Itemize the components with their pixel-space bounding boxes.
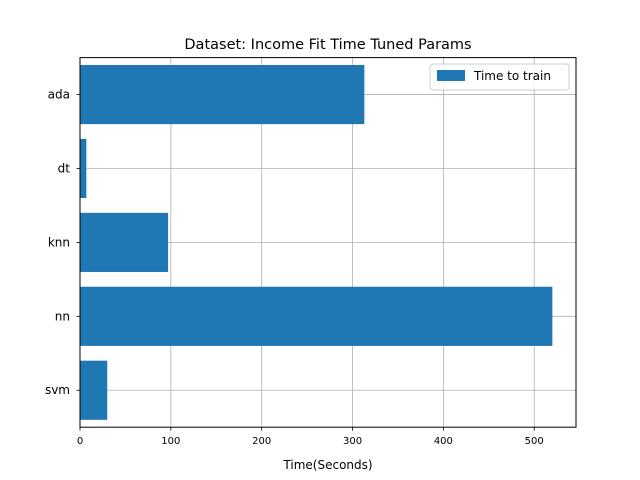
x-tick-label: 0	[77, 436, 83, 447]
plot-area-frame	[79, 57, 577, 428]
x-tick-label: 100	[161, 436, 180, 447]
x-tick-label: 300	[343, 436, 362, 447]
y-tick-label-dt: dt	[58, 161, 71, 175]
x-axis-label: Time(Seconds)	[282, 458, 372, 472]
y-tick-label-knn: knn	[48, 235, 70, 249]
bar-svm	[80, 360, 108, 420]
x-tick-label: 200	[252, 436, 271, 447]
legend-label: Time to train	[473, 69, 551, 83]
ticks: 0 100 200 300 400 500 ada dt knn nn svm	[45, 88, 544, 448]
bar-knn	[80, 212, 169, 272]
bar-ada	[80, 64, 365, 125]
legend: Time to train	[429, 63, 570, 91]
chart-title: Dataset: Income Fit Time Tuned Params	[184, 37, 471, 53]
x-tick-label: 500	[525, 436, 544, 447]
bar-dt	[80, 138, 87, 199]
y-tick-label-svm: svm	[45, 383, 70, 397]
y-tick-label-nn: nn	[55, 309, 70, 323]
bars	[80, 64, 553, 420]
legend-swatch	[437, 70, 465, 81]
x-tick-label: 400	[434, 436, 453, 447]
bar-nn	[80, 286, 553, 346]
y-tick-label-ada: ada	[48, 88, 70, 102]
